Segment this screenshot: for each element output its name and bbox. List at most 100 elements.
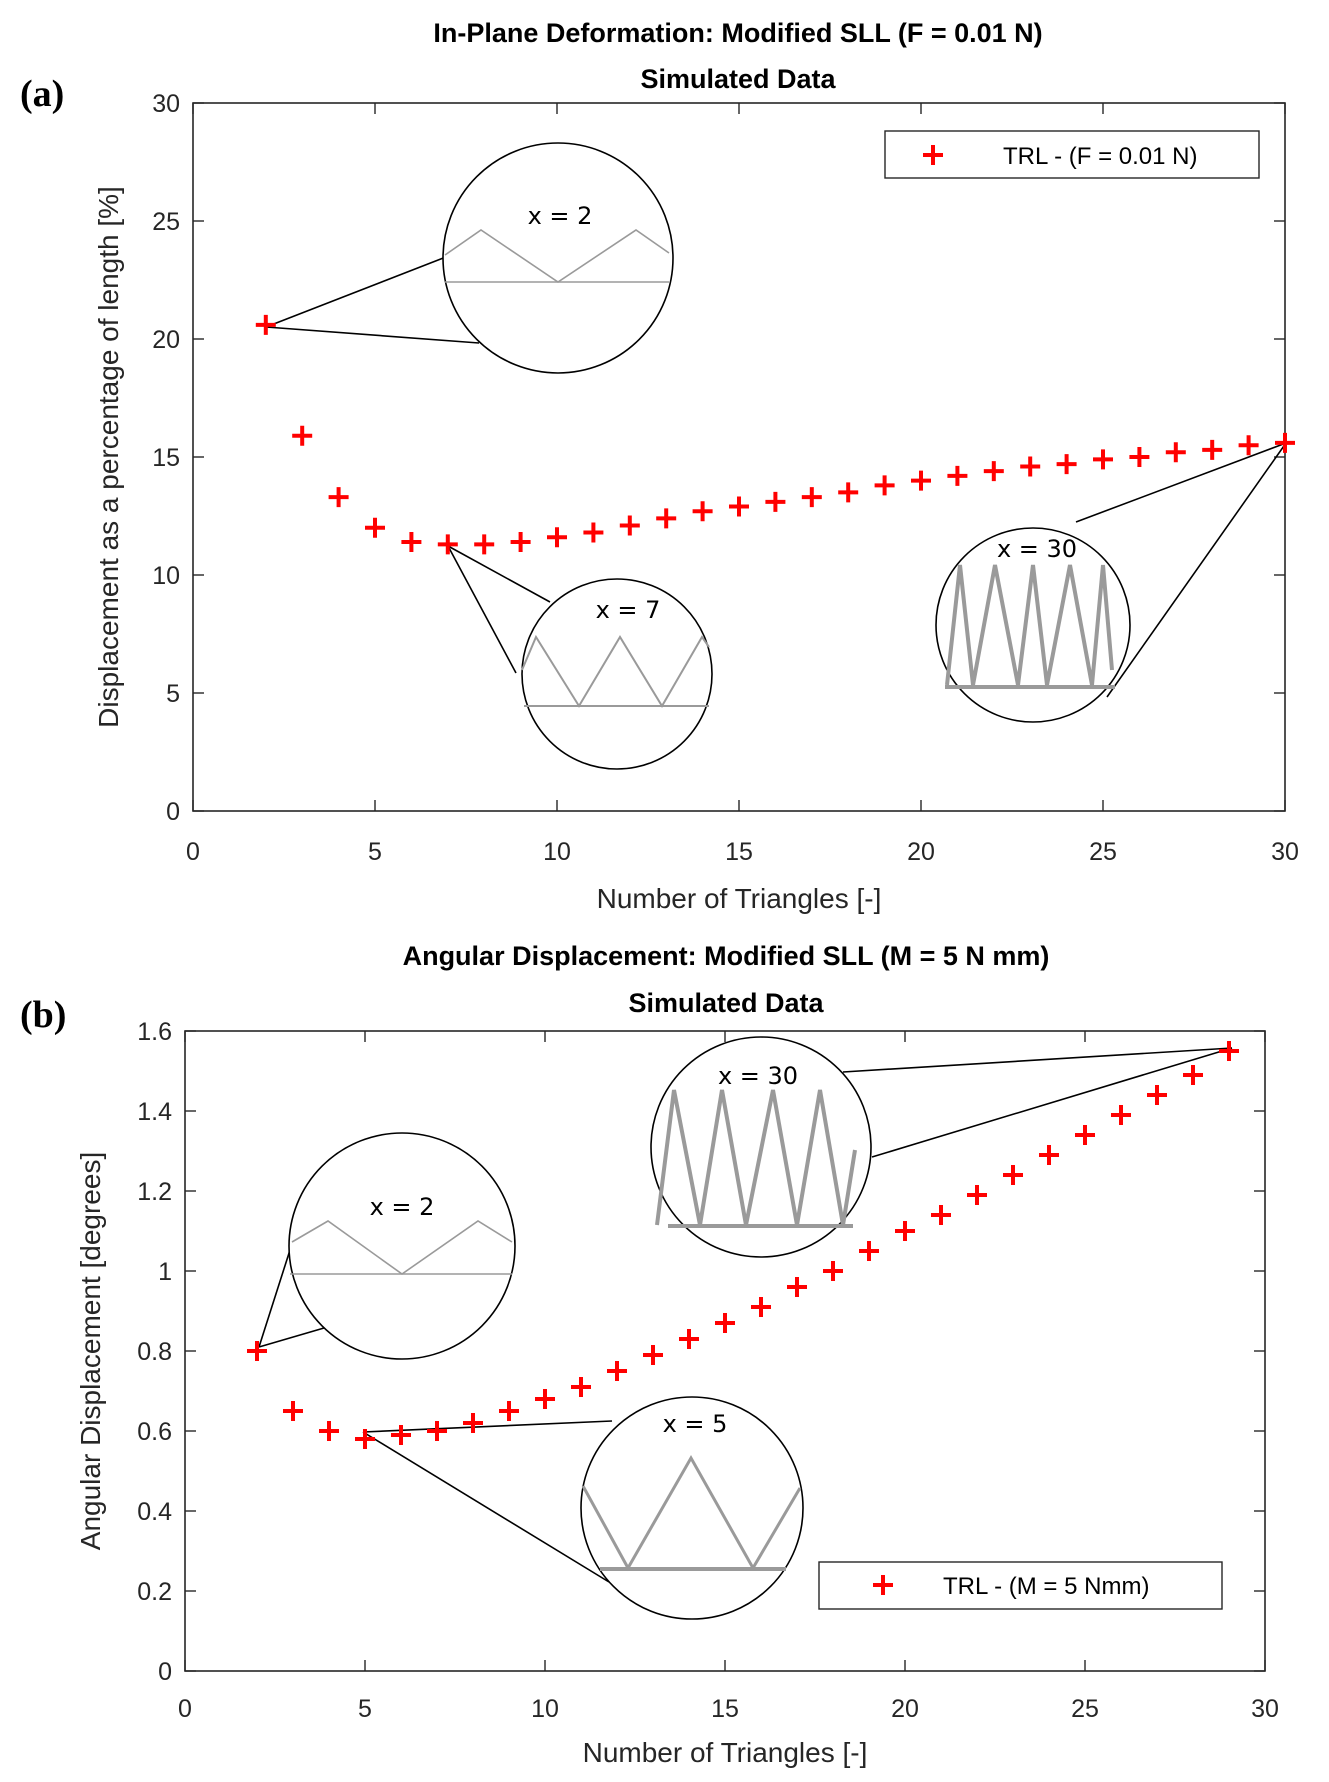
- chart-b-y-tick-labels: 0 0.2 0.4 0.6 0.8 1 1.2 1.4 1.6: [137, 1018, 172, 1686]
- chart-b-inset-x2-circle: [288, 1132, 516, 1360]
- chart-a-inset-x30-leader-top: [1075, 442, 1287, 523]
- chart-b-data-point: [355, 1429, 375, 1449]
- chart-b-x-tick-label: 15: [711, 1695, 739, 1723]
- chart-b-data-point: [319, 1421, 339, 1441]
- chart-b-inset-x5-leader-bottom: [362, 1431, 610, 1583]
- chart-a-inset-x7-truss: [521, 634, 710, 708]
- chart-a-y-tick-label: 20: [152, 326, 180, 354]
- chart-a-data-point: [583, 522, 604, 543]
- chart-b-data-point: [787, 1277, 807, 1297]
- chart-a-x-tick-label: 0: [186, 838, 200, 866]
- chart-a-data-point: [874, 475, 895, 496]
- chart-a-legend-label: TRL - (F = 0.01 N): [1003, 143, 1197, 170]
- chart-b-data-point: [283, 1401, 303, 1421]
- chart-b-inset-x5-leader-top: [362, 1420, 613, 1433]
- chart-b-data-point: [607, 1361, 627, 1381]
- chart-b-inset-x2: x = 2: [258, 1132, 516, 1360]
- chart-a-inset-x30-circle: [935, 527, 1131, 723]
- chart-b-data-point: [1147, 1085, 1167, 1105]
- chart-b-subtitle: Simulated Data: [628, 988, 824, 1018]
- chart-b-x-tick-label: 20: [891, 1695, 919, 1723]
- chart-a-title: In-Plane Deformation: Modified SLL (F = …: [433, 18, 1042, 48]
- chart-b-data-point: [751, 1297, 771, 1317]
- chart-a-data-point: [692, 501, 713, 522]
- chart-b-legend-marker: [873, 1575, 893, 1595]
- chart-a-inset-x30-label: x = 30: [997, 535, 1077, 563]
- chart-b-inset-x5-label: x = 5: [663, 1410, 728, 1438]
- chart-b-inset-x30-truss: [655, 1089, 857, 1226]
- chart-b-inset-x2-leader-top: [258, 1249, 291, 1348]
- chart-b-inset-x5: x = 5: [362, 1396, 804, 1620]
- chart-b-data-point: [643, 1345, 663, 1365]
- chart-b-x-axis-label: Number of Triangles [-]: [583, 1737, 868, 1768]
- chart-a-data-point: [983, 461, 1004, 482]
- chart-b-inset-x30: x = 30: [650, 1036, 1233, 1258]
- chart-b-inset-x30-leader-bottom: [871, 1047, 1233, 1158]
- chart-b-y-tick-label: 1.2: [137, 1178, 172, 1206]
- chart-a-x-tick-label: 5: [368, 838, 382, 866]
- chart-b-data-point: [571, 1377, 591, 1397]
- chart-b-y-tick-label: 0.8: [137, 1338, 172, 1366]
- chart-a-data-point: [437, 534, 458, 555]
- chart-a-data-point: [911, 470, 931, 491]
- chart-b-y-axis-label: Angular Displacement [degrees]: [75, 1152, 106, 1550]
- chart-b-inset-x5-truss: [581, 1454, 802, 1572]
- chart-b-data-point: [895, 1221, 915, 1241]
- chart-a-inset-x7: x = 7: [447, 545, 713, 770]
- chart-b-data-point: [823, 1261, 843, 1281]
- chart-a-inset-x7-circle: [521, 578, 713, 770]
- chart-a-data-point: [510, 531, 531, 552]
- chart-a-inset-x30-truss: [945, 564, 1114, 686]
- chart-a-data-point: [547, 527, 567, 548]
- chart-a-data-point: [1165, 442, 1186, 463]
- chart-a-legend-box: [884, 130, 1260, 179]
- chart-a-inset-x2-leader-bottom: [265, 326, 480, 344]
- chart-a-plot-area: [192, 102, 1286, 812]
- chart-b-data-point: [679, 1329, 699, 1349]
- chart-b-data-point: [499, 1401, 519, 1421]
- chart-a-data-point: [1275, 432, 1295, 453]
- chart-a-data-point: [474, 534, 495, 555]
- chart-a-data-point: [729, 496, 749, 517]
- chart-a-legend: TRL - (F = 0.01 N): [884, 130, 1260, 179]
- chart-a-data-points: [255, 314, 1295, 555]
- chart-b-data-point: [391, 1425, 411, 1445]
- chart-a-data-point: [401, 531, 422, 552]
- chart-b-legend: TRL - (M = 5 Nmm): [818, 1561, 1223, 1610]
- chart-b-y-tick-label: 1: [158, 1258, 172, 1286]
- chart-a-inset-x2: x = 2: [265, 142, 674, 374]
- chart-a-inset-x2-circle: [442, 142, 674, 374]
- chart-a: (a) In-Plane Deformation: Modified SLL (…: [20, 18, 1299, 914]
- chart-a-x-tick-labels: 0 5 10 15 20 25 30: [186, 838, 1299, 866]
- chart-a-legend-marker: [923, 145, 943, 165]
- chart-b-tick-marks: [184, 1030, 1266, 1672]
- chart-b-data-point: [967, 1185, 987, 1205]
- chart-b-x-tick-label: 25: [1071, 1695, 1099, 1723]
- chart-b-y-tick-label: 1.4: [137, 1098, 172, 1126]
- chart-a-data-point: [947, 465, 968, 486]
- chart-a-y-tick-labels: 0 5 10 15 20 25 30: [152, 90, 180, 826]
- chart-b-data-point: [535, 1389, 555, 1409]
- chart-b-y-tick-label: 1.6: [137, 1018, 172, 1046]
- chart-a-data-point: [838, 482, 859, 503]
- chart-a-inset-x7-label: x = 7: [596, 596, 661, 624]
- chart-a-data-point: [1238, 435, 1259, 456]
- chart-a-data-point: [1202, 439, 1223, 460]
- chart-a-inset-x7-leader-top: [447, 545, 551, 603]
- chart-a-x-tick-label: 15: [725, 838, 753, 866]
- chart-b-x-tick-label: 10: [531, 1695, 559, 1723]
- chart-b-title: Angular Displacement: Modified SLL (M = …: [403, 941, 1050, 971]
- chart-a-data-point: [1056, 454, 1077, 475]
- chart-a-inset-x2-label: x = 2: [528, 202, 593, 230]
- chart-a-data-point: [255, 314, 276, 335]
- chart-a-data-point: [1093, 449, 1113, 470]
- chart-a-y-tick-label: 15: [152, 444, 180, 472]
- chart-a-data-point: [365, 517, 385, 538]
- chart-b: (b) Angular Displacement: Modified SLL (…: [20, 941, 1279, 1768]
- chart-a-data-point: [292, 425, 313, 446]
- chart-b-data-point: [715, 1313, 735, 1333]
- chart-b-x-tick-label: 5: [358, 1695, 372, 1723]
- chart-a-y-tick-label: 10: [152, 562, 180, 590]
- chart-b-data-point: [1075, 1125, 1095, 1145]
- chart-a-x-tick-label: 20: [907, 838, 935, 866]
